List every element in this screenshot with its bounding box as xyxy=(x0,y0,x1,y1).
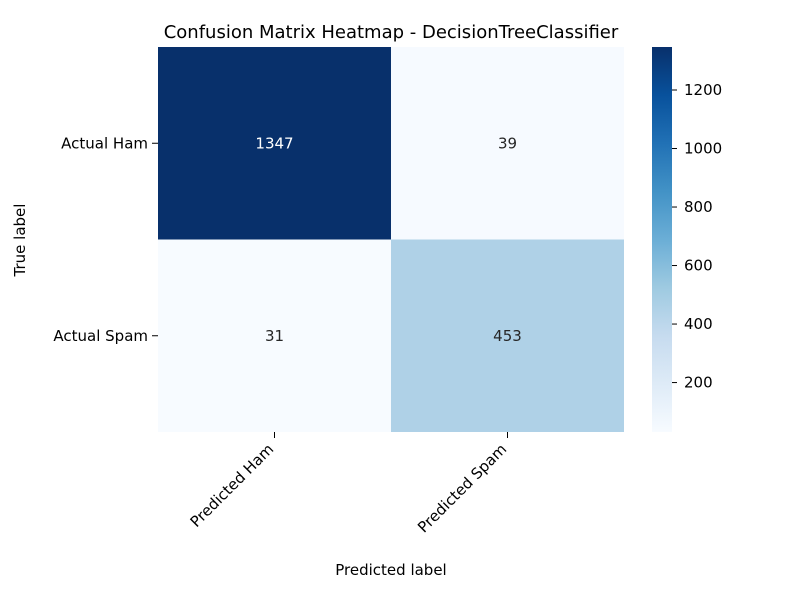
colorbar-ticks: 200 400 600 800 1000 1200 xyxy=(672,81,722,392)
heatmap-cell-r1-c1 xyxy=(391,239,624,432)
colorbar-tick-label-1: 400 xyxy=(684,315,713,333)
colorbar-tick-label-2: 600 xyxy=(684,257,713,275)
heatmap-cell-label-r1-c0: 31 xyxy=(265,327,284,345)
x-axis: Predicted Ham Predicted Spam xyxy=(187,432,510,536)
x-tick-label-0: Predicted Ham xyxy=(187,440,278,531)
heatmap-cell-r0-c0 xyxy=(158,47,391,240)
heatmap-cell-labels: 1347 39 31 453 xyxy=(255,134,521,345)
heatmap-cell-label-r1-c1: 453 xyxy=(493,327,522,345)
heatmap-cell-label-r0-c0: 1347 xyxy=(255,134,293,152)
heatmap-cell-label-r0-c1: 39 xyxy=(498,134,517,152)
y-tick-label-0: Actual Ham xyxy=(61,134,148,152)
colorbar-tick-label-5: 1200 xyxy=(684,81,722,99)
heatmap-cell-r1-c0 xyxy=(158,239,391,432)
heatmap-cells xyxy=(158,47,624,432)
colorbar-tick-label-3: 800 xyxy=(684,198,713,216)
heatmap-cell-r0-c1 xyxy=(391,47,624,240)
x-axis-label: Predicted label xyxy=(335,561,446,579)
y-axis: Actual Ham Actual Spam xyxy=(53,134,158,345)
chart-title: Confusion Matrix Heatmap - DecisionTreeC… xyxy=(164,22,619,43)
y-axis-label: True label xyxy=(11,204,29,278)
colorbar-gradient-bar xyxy=(652,47,672,432)
colorbar-tick-label-4: 1000 xyxy=(684,140,722,158)
x-tick-label-1: Predicted Spam xyxy=(414,440,510,536)
y-tick-label-1: Actual Spam xyxy=(53,327,148,345)
colorbar-tick-label-0: 200 xyxy=(684,374,713,392)
colorbar: 200 400 600 800 1000 1200 xyxy=(652,47,722,432)
